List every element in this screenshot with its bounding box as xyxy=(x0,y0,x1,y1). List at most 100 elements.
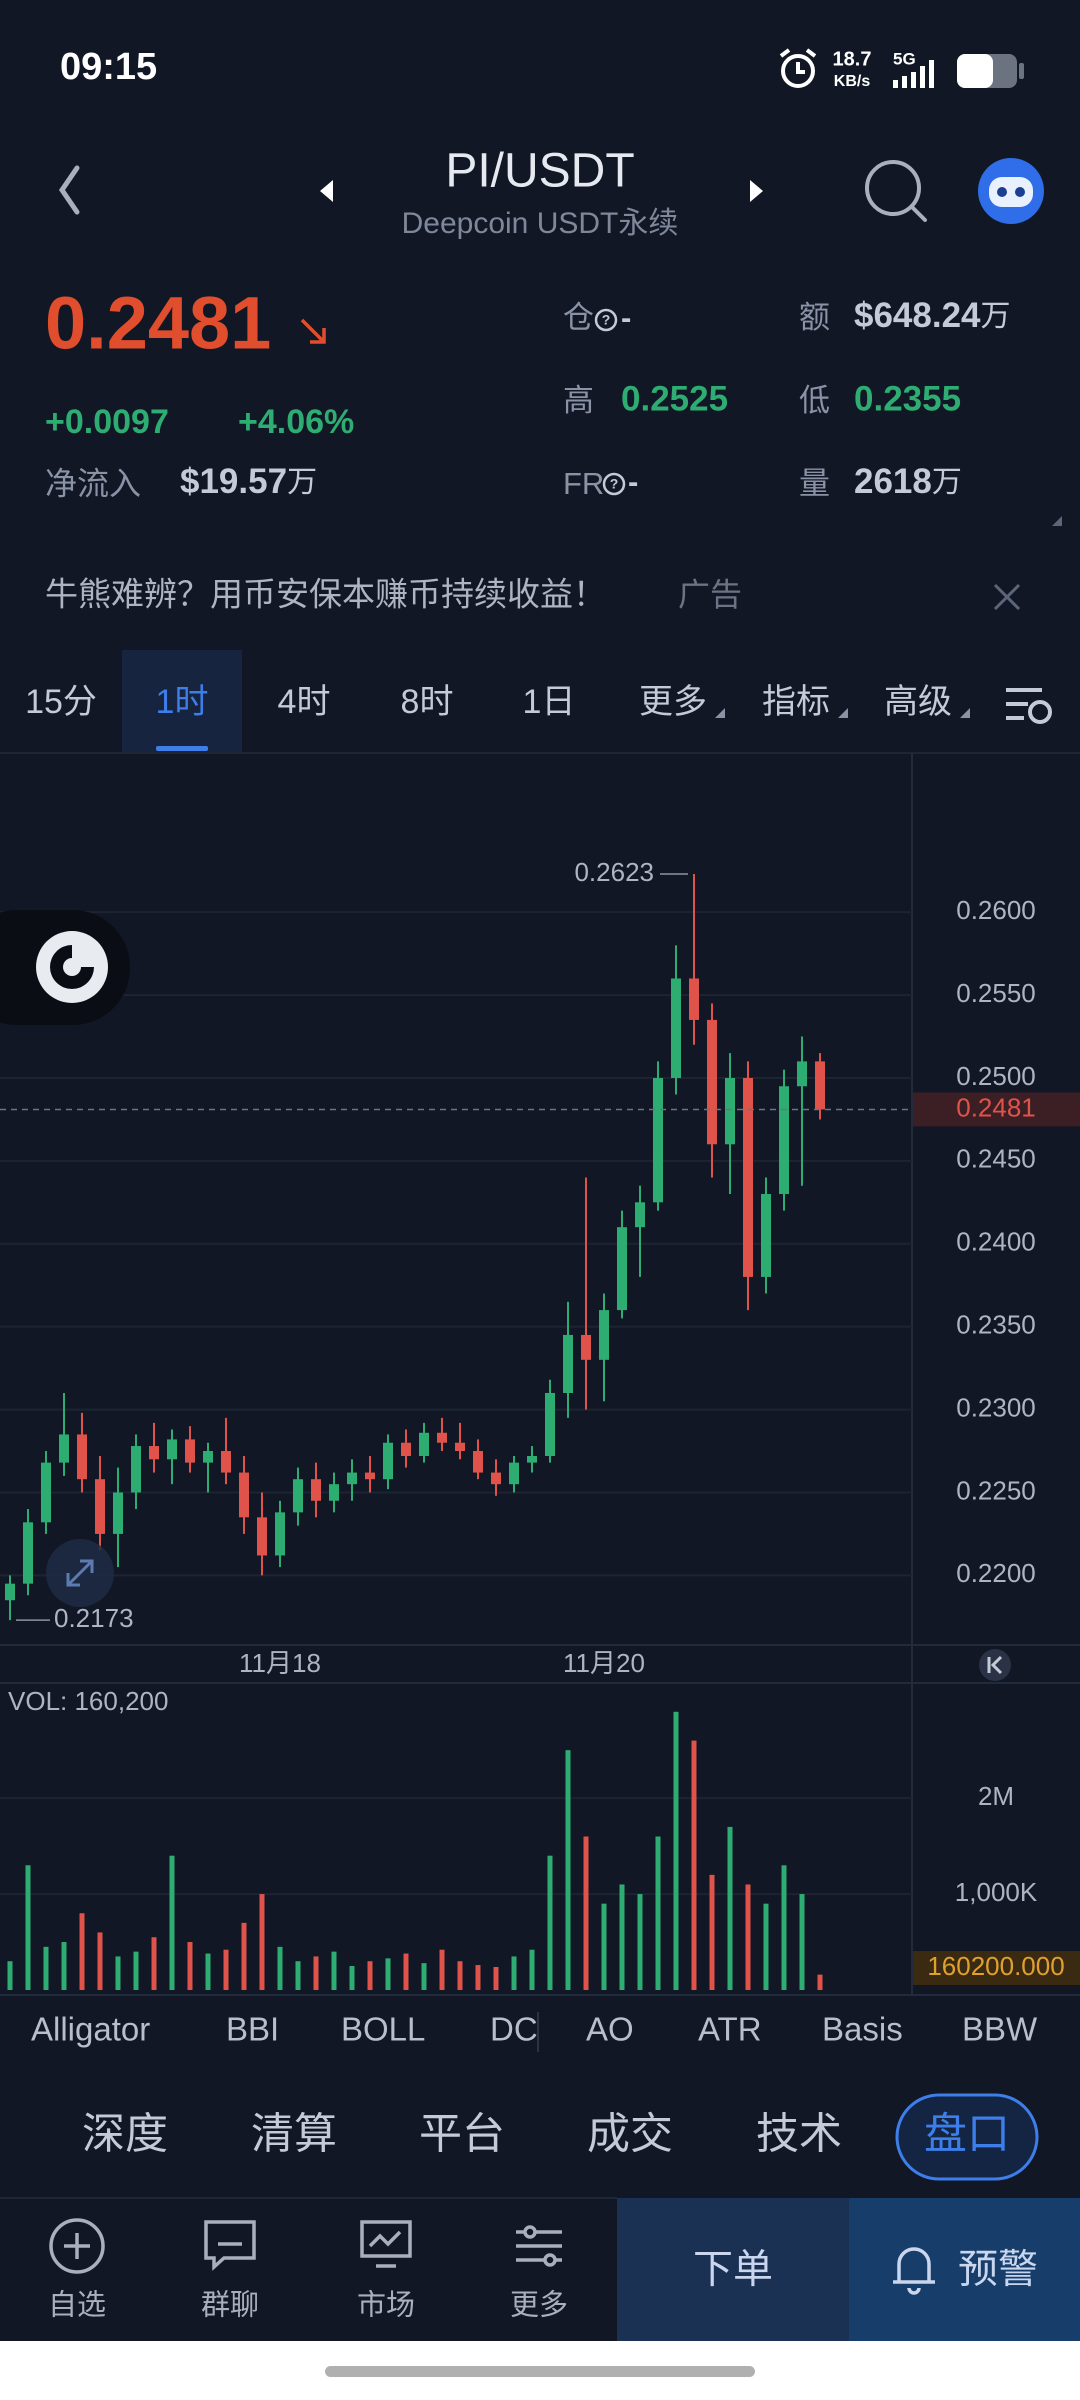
candle-body xyxy=(437,1432,447,1443)
timeframe-tab[interactable]: 1日 xyxy=(523,683,576,721)
net-inflow-label: 净流入 xyxy=(45,465,141,501)
detail-tab[interactable]: 技术 xyxy=(756,2110,842,2158)
volume-bar xyxy=(637,1894,643,1990)
timeframe-tab[interactable]: 1时 xyxy=(156,683,209,721)
candle-body xyxy=(77,1434,87,1480)
watchlist-icon xyxy=(49,2218,105,2274)
last-price-tag xyxy=(913,1092,1080,1127)
candle-body xyxy=(383,1442,393,1480)
ad-tag: 广告 xyxy=(678,576,742,612)
order-button[interactable] xyxy=(617,2198,849,2341)
down-arrow xyxy=(300,318,326,344)
exchange-subtitle: Deepcoin USDT永续 xyxy=(402,207,679,240)
volume-bar xyxy=(187,1942,193,1990)
volume-bar xyxy=(529,1949,535,1990)
candle-body xyxy=(275,1512,285,1556)
timeframe-tab[interactable]: 高级 xyxy=(884,683,952,721)
help-icon[interactable]: ? xyxy=(602,472,626,496)
candle-body xyxy=(293,1479,303,1513)
nav-item[interactable]: 市场 xyxy=(357,2289,415,2322)
indicator-tab[interactable]: ATR xyxy=(698,2011,762,2048)
timeframe-tab[interactable]: 8时 xyxy=(401,683,454,721)
active-tab-underline xyxy=(156,746,208,751)
volume-unit: 万 xyxy=(932,466,962,499)
candle-body xyxy=(311,1479,321,1501)
detail-tab[interactable]: 清算 xyxy=(251,2110,337,2158)
last-price: 0.2481 xyxy=(45,282,271,365)
scroll-to-latest[interactable] xyxy=(979,1649,1011,1681)
indicator-tab[interactable]: BBI xyxy=(226,2011,279,2048)
volume-bar xyxy=(763,1903,769,1990)
timeframe-tab[interactable]: 4时 xyxy=(278,683,331,721)
dropdown-caret xyxy=(838,708,848,718)
expand-corner[interactable] xyxy=(1052,516,1062,526)
alert-button[interactable] xyxy=(849,2198,1080,2341)
search-button[interactable] xyxy=(865,160,927,222)
net-inflow-unit: 万 xyxy=(287,466,317,499)
timeframe-tab[interactable]: 更多 xyxy=(639,683,707,721)
low-value: 0.2355 xyxy=(854,379,961,418)
nav-item[interactable]: 群聊 xyxy=(201,2289,259,2322)
indicator-tab[interactable]: DC xyxy=(490,2011,538,2048)
candle-body xyxy=(761,1194,771,1277)
indicator-tab[interactable]: BBW xyxy=(962,2011,1038,2048)
timeframe-tab[interactable]: 15分 xyxy=(25,683,97,721)
help-icon[interactable]: ? xyxy=(594,308,618,332)
detail-tab[interactable]: 平台 xyxy=(419,2110,505,2158)
indicator-tab[interactable]: Alligator xyxy=(31,2011,150,2048)
volume-bar xyxy=(61,1942,67,1990)
chart-settings-icon[interactable] xyxy=(1006,688,1052,724)
candle-body xyxy=(113,1492,123,1534)
nav-item[interactable]: 更多 xyxy=(510,2289,568,2322)
volume-bar xyxy=(97,1932,103,1990)
max-label: 0.2623 xyxy=(574,857,654,887)
alert-button-label[interactable]: 预警 xyxy=(958,2248,1038,2292)
order-button-label[interactable]: 下单 xyxy=(693,2248,773,2292)
y-tick-label: 0.2450 xyxy=(956,1144,1036,1174)
volume-bar xyxy=(583,1836,589,1990)
y-tick-label: 0.2300 xyxy=(956,1392,1036,1422)
dropdown-caret xyxy=(960,708,970,718)
price-change-pct: +4.06% xyxy=(238,403,354,441)
volume-bar xyxy=(385,1958,391,1990)
indicator-tab[interactable]: AO xyxy=(586,2011,634,2048)
indicator-tab[interactable]: BOLL xyxy=(341,2011,425,2048)
volume-bar xyxy=(205,1953,211,1990)
indicator-tab[interactable]: Basis xyxy=(822,2011,903,2048)
volume-bar xyxy=(547,1855,553,1990)
fr-value: - xyxy=(628,464,638,499)
volume-bar xyxy=(619,1884,625,1990)
volume-bar xyxy=(241,1922,247,1990)
floating-logo-button[interactable] xyxy=(0,910,130,1025)
candle-body xyxy=(329,1484,339,1501)
home-indicator[interactable] xyxy=(325,2366,755,2377)
volume-bar xyxy=(133,1951,139,1990)
detail-tab[interactable]: 深度 xyxy=(82,2110,168,2158)
timeframe-tab[interactable]: 指标 xyxy=(762,683,830,721)
back-button[interactable] xyxy=(58,165,80,215)
fullscreen-button[interactable] xyxy=(46,1539,114,1607)
detail-tab[interactable]: 成交 xyxy=(587,2110,673,2158)
y-tick-label: 0.2200 xyxy=(956,1558,1036,1588)
network-type: 5G xyxy=(893,49,916,68)
price-chart: 0.2200 0.2250 0.2300 0.2350 0.2400 0.2450 0.25… xyxy=(0,857,1080,1678)
next-pair-button[interactable] xyxy=(750,180,763,202)
volume-legend: VOL: 160,200 xyxy=(8,1686,168,1716)
candle-body xyxy=(419,1432,429,1456)
volume-bar xyxy=(655,1836,661,1990)
nav-bar xyxy=(0,2198,617,2341)
volume-bar xyxy=(367,1961,373,1990)
chat-icon xyxy=(204,2220,256,2271)
volume-bar xyxy=(781,1865,787,1990)
ad-close[interactable] xyxy=(993,583,1021,611)
net-inflow-value: $19.57 xyxy=(180,462,287,501)
y-tick-label: 0.2250 xyxy=(956,1475,1036,1505)
assistant-avatar[interactable] xyxy=(978,158,1044,224)
detail-tab[interactable]: 盘口 xyxy=(924,2110,1010,2158)
ad-text[interactable]: 牛熊难辨？用币安保本赚币持续收益！ xyxy=(45,576,606,613)
candle-body xyxy=(779,1086,789,1195)
market-icon xyxy=(360,2220,412,2268)
prev-pair-button[interactable] xyxy=(320,180,333,202)
nav-item[interactable]: 自选 xyxy=(48,2289,106,2322)
